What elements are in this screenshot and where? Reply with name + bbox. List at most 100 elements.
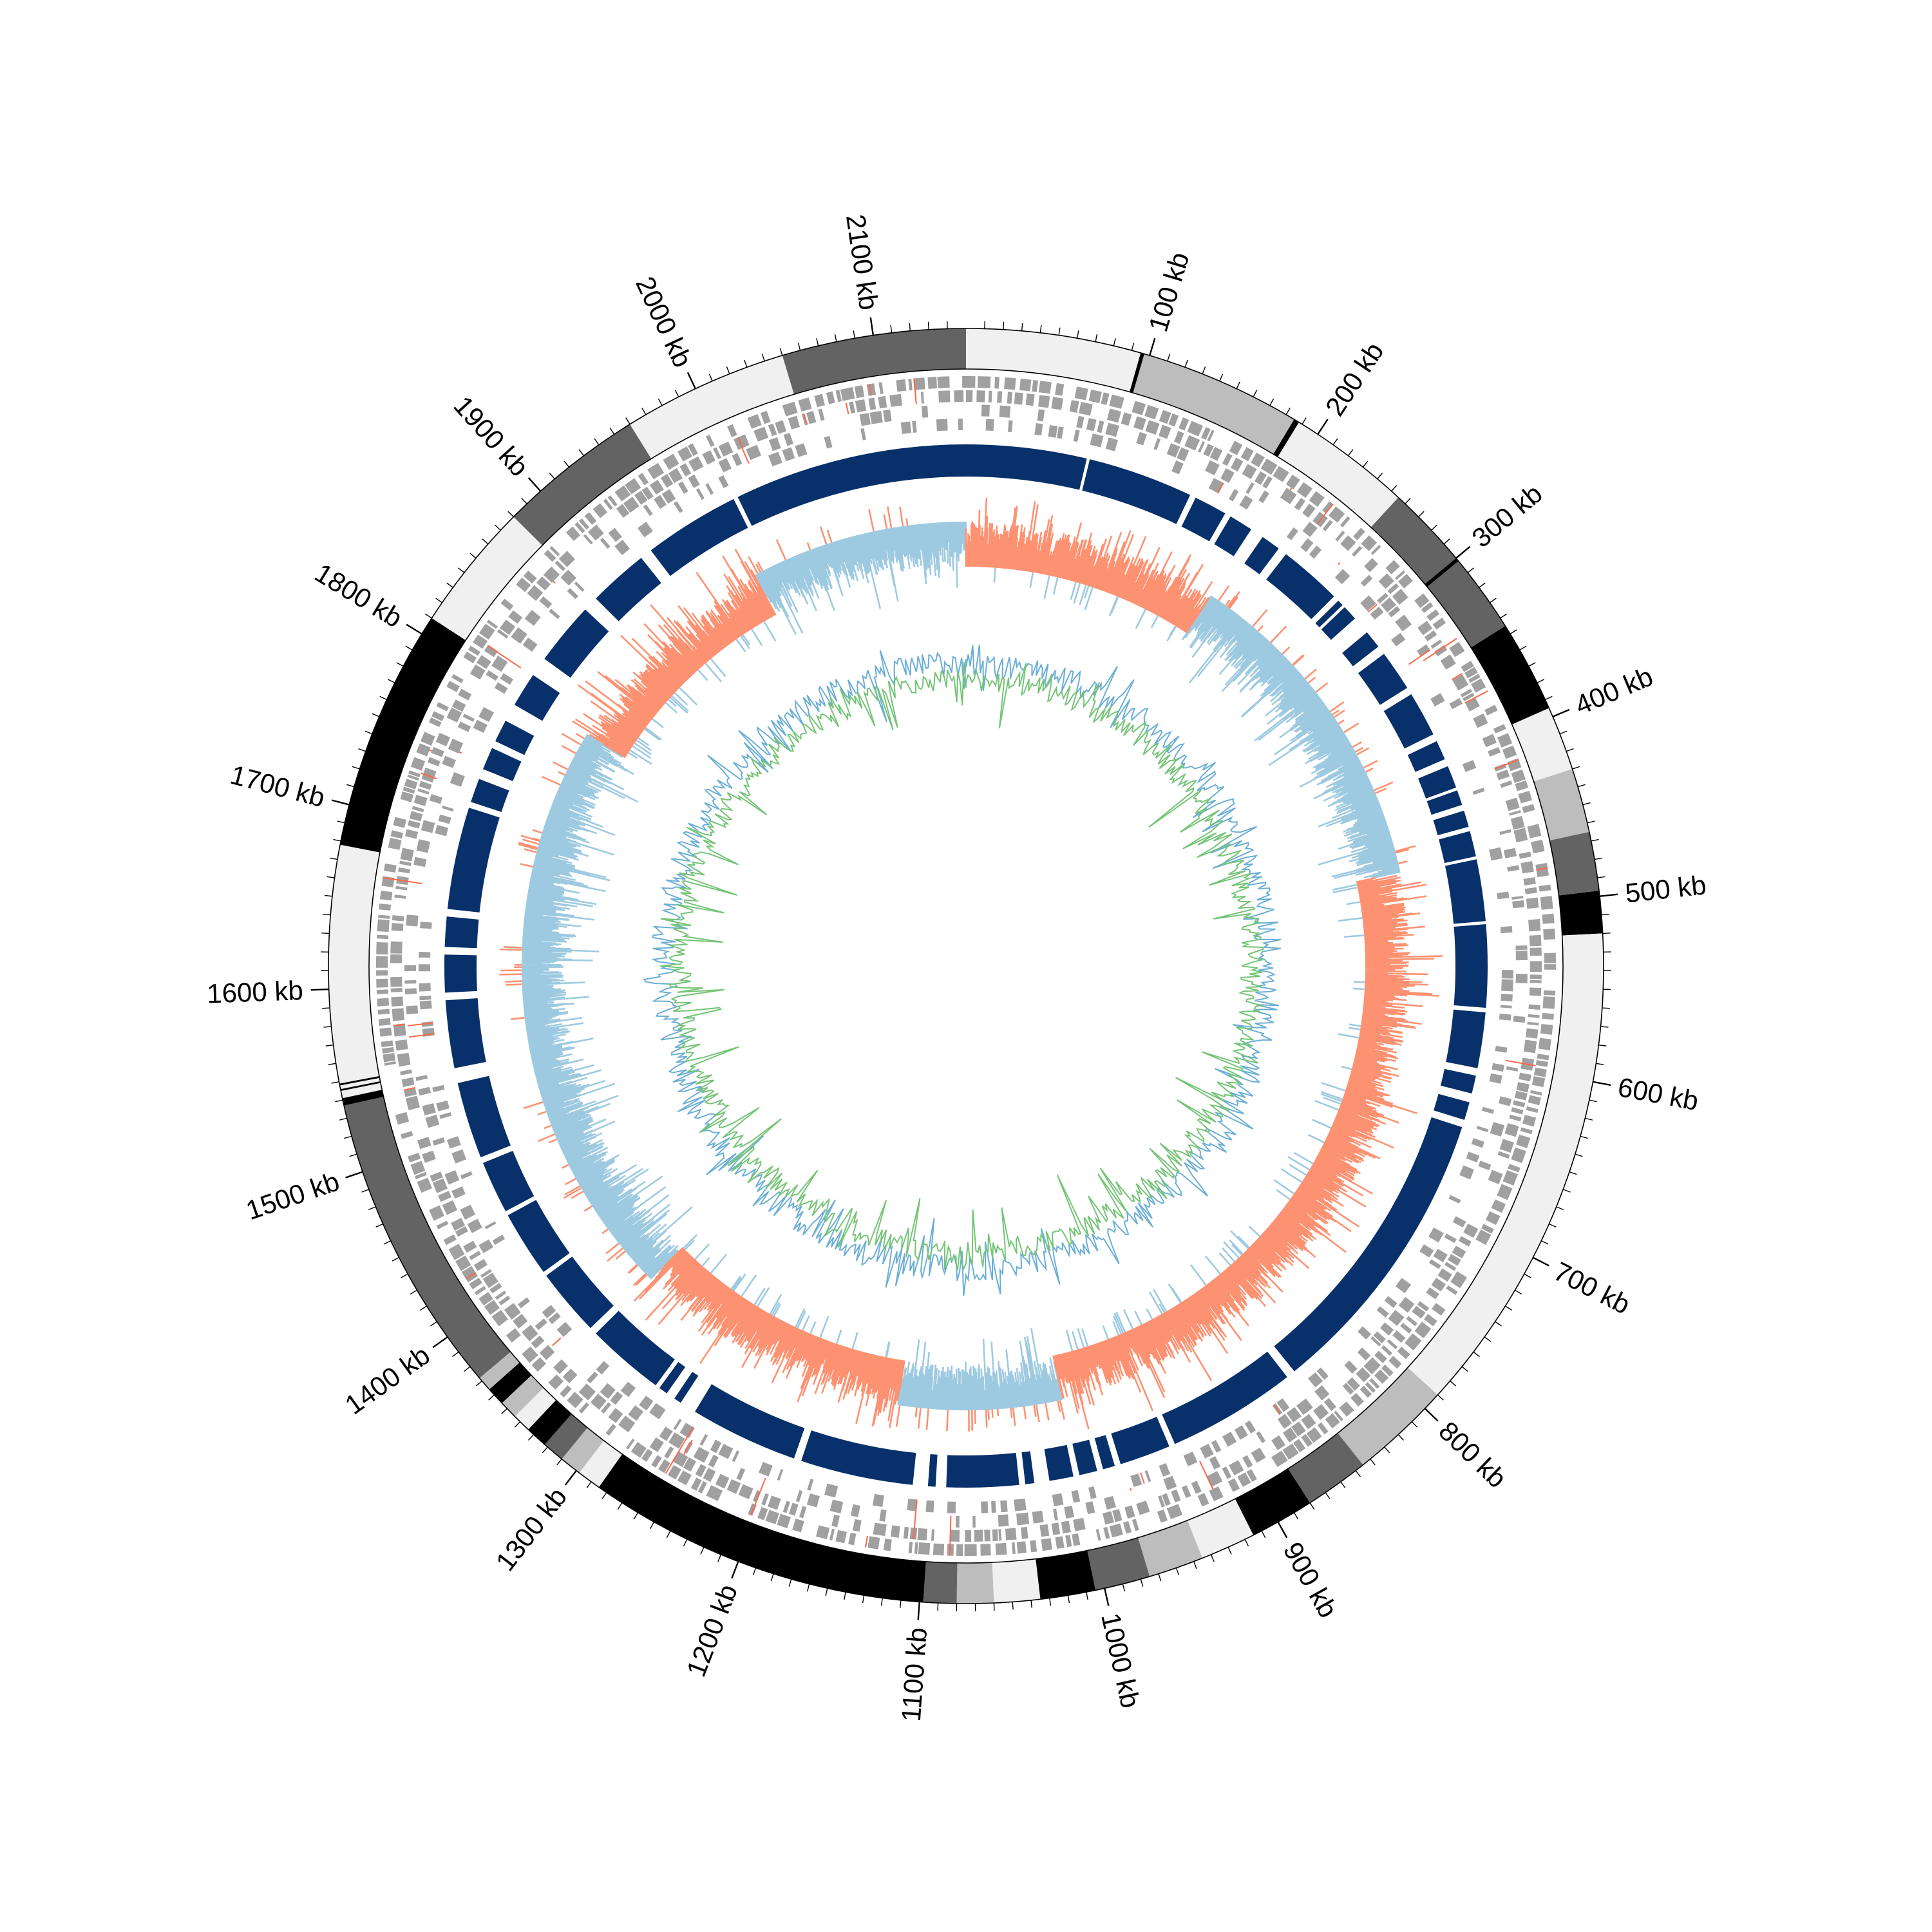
outer-segment-32 bbox=[431, 516, 543, 641]
minor-tick bbox=[1377, 473, 1383, 480]
outer-segment-23 bbox=[544, 1414, 588, 1459]
cds-block-44 bbox=[482, 748, 522, 782]
minor-tick bbox=[1261, 1530, 1266, 1539]
minor-tick bbox=[1585, 1117, 1593, 1121]
outer-segment-35 bbox=[782, 328, 966, 395]
minor-tick bbox=[1175, 1567, 1180, 1576]
outer-segment-16 bbox=[1036, 1550, 1096, 1600]
minor-tick bbox=[1602, 933, 1611, 934]
tick-label-300: 300 kb bbox=[1466, 478, 1548, 553]
minor-tick bbox=[1596, 1063, 1604, 1065]
cds-block-40 bbox=[444, 954, 477, 993]
cds-block-8 bbox=[1342, 632, 1379, 667]
gc-skew-positive-series bbox=[521, 521, 1401, 1411]
minor-tick bbox=[761, 354, 765, 361]
minor-tick bbox=[1362, 460, 1368, 468]
minor-tick bbox=[899, 1600, 902, 1608]
minor-tick bbox=[379, 696, 387, 700]
major-tick bbox=[731, 1561, 739, 1579]
cds-block-45 bbox=[495, 721, 535, 755]
minor-tick bbox=[601, 1492, 607, 1499]
minor-tick bbox=[469, 553, 477, 559]
minor-tick bbox=[1549, 1223, 1557, 1227]
outer-stripe-7 bbox=[1425, 558, 1459, 587]
minor-tick bbox=[1490, 598, 1497, 603]
minor-tick bbox=[352, 766, 360, 770]
gc-content-track bbox=[643, 645, 1282, 1296]
outer-segment-8 bbox=[1558, 891, 1603, 936]
outer-segment-25 bbox=[515, 1388, 556, 1430]
minor-tick bbox=[1325, 1492, 1331, 1499]
tick-label-1200: 1200 kb bbox=[681, 1580, 743, 1681]
minor-tick bbox=[327, 876, 335, 878]
minor-tick bbox=[609, 427, 615, 435]
tick-label-600: 600 kb bbox=[1616, 1072, 1701, 1116]
minor-tick bbox=[1461, 1366, 1468, 1372]
minor-tick bbox=[779, 348, 783, 356]
minor-tick bbox=[927, 321, 929, 330]
minor-tick bbox=[358, 748, 366, 752]
minor-tick bbox=[726, 366, 730, 374]
minor-tick bbox=[1391, 485, 1397, 492]
minor-tick bbox=[482, 538, 489, 545]
cds-block-3 bbox=[1214, 516, 1251, 556]
outer-segment-33 bbox=[513, 424, 652, 545]
minor-tick bbox=[521, 498, 527, 504]
minor-tick bbox=[1495, 1321, 1502, 1327]
cds-block-0 bbox=[966, 444, 1087, 490]
minor-tick bbox=[1524, 1273, 1531, 1278]
minor-tick bbox=[1236, 381, 1240, 389]
minor-tick bbox=[806, 1584, 810, 1592]
major-tick bbox=[432, 1336, 448, 1349]
minor-tick bbox=[1219, 374, 1224, 381]
cds-block-9 bbox=[1358, 654, 1408, 705]
cds-block-23 bbox=[1111, 1416, 1170, 1464]
minor-tick bbox=[641, 408, 647, 415]
minor-tick bbox=[368, 1206, 376, 1211]
minor-tick bbox=[1158, 1573, 1162, 1582]
minor-tick bbox=[396, 662, 404, 667]
minor-tick bbox=[1545, 696, 1553, 700]
minor-tick bbox=[1601, 913, 1609, 916]
major-tick bbox=[406, 623, 422, 635]
minor-tick bbox=[1202, 366, 1206, 374]
tick-label-1400: 1400 kb bbox=[339, 1340, 435, 1420]
minor-tick bbox=[1355, 1470, 1361, 1477]
cds-block-38 bbox=[457, 1075, 511, 1158]
outer-segment-0 bbox=[966, 328, 1141, 392]
minor-tick bbox=[1500, 613, 1508, 619]
tick-label-100: 100 kb bbox=[1142, 249, 1195, 335]
minor-tick bbox=[321, 933, 330, 934]
outer-ring-border bbox=[328, 328, 1604, 1604]
minor-tick bbox=[880, 1598, 883, 1606]
minor-tick bbox=[1122, 1584, 1126, 1592]
outer-segment-29 bbox=[343, 1095, 511, 1378]
cds-block-28 bbox=[946, 1453, 1019, 1488]
minor-tick bbox=[1510, 629, 1517, 634]
gc-content-green-series bbox=[659, 661, 1264, 1271]
tick-label-400: 400 kb bbox=[1571, 661, 1657, 721]
cds-block-6 bbox=[1315, 600, 1343, 628]
major-tick bbox=[564, 1470, 577, 1486]
cds-block-19 bbox=[1440, 1068, 1476, 1094]
minor-tick bbox=[457, 567, 465, 573]
minor-tick bbox=[346, 784, 355, 788]
outer-segment-5 bbox=[1511, 708, 1573, 782]
outer-segment-1 bbox=[1130, 352, 1294, 455]
outer-segment-17 bbox=[992, 1558, 1041, 1604]
outer-segment-10 bbox=[1338, 1367, 1438, 1465]
minor-tick bbox=[328, 1063, 336, 1065]
minor-tick bbox=[401, 1273, 408, 1278]
tick-label-500: 500 kb bbox=[1624, 869, 1707, 909]
minor-tick bbox=[625, 417, 630, 425]
minor-tick bbox=[1397, 1434, 1405, 1441]
outer-segment-18 bbox=[956, 1562, 994, 1604]
outer-segment-27 bbox=[489, 1362, 532, 1403]
minor-tick bbox=[323, 913, 331, 916]
major-tick bbox=[869, 317, 875, 336]
gc-skew-track bbox=[499, 497, 1443, 1432]
outer-stripe-4 bbox=[342, 831, 383, 842]
minor-tick bbox=[1467, 567, 1475, 573]
minor-tick bbox=[488, 1394, 495, 1401]
cds-block-50 bbox=[737, 444, 966, 526]
